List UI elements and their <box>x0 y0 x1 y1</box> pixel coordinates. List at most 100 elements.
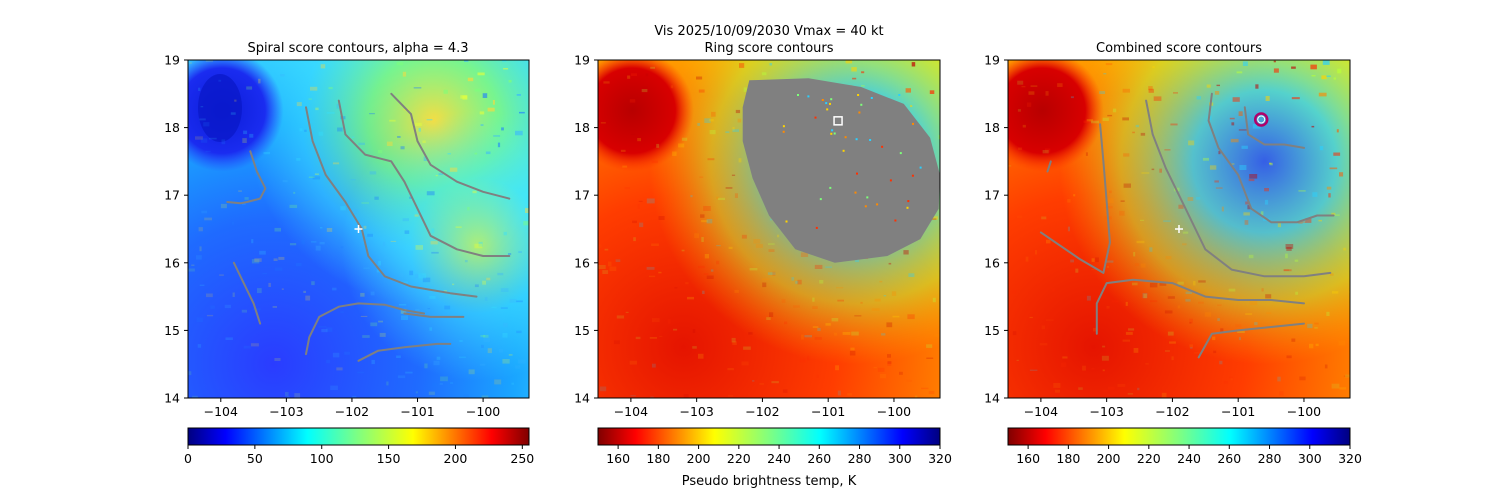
heatmap-texture-cell <box>439 382 443 385</box>
heatmap-texture-cell <box>1305 218 1312 223</box>
heatmap-texture-cell <box>877 367 885 372</box>
heatmap-texture-cell <box>649 337 657 339</box>
heatmap-texture-cell <box>674 287 678 289</box>
colorbar-tick-label: 320 <box>928 451 952 466</box>
heatmap-texture-cell <box>1221 206 1224 212</box>
heatmap-texture-cell <box>500 307 508 309</box>
heatmap-texture-cell <box>1106 266 1109 268</box>
heatmap-texture-cell <box>793 305 800 308</box>
heatmap-texture-cell <box>1202 157 1209 161</box>
heatmap-texture-cell <box>739 63 745 68</box>
heatmap-texture-cell <box>851 67 857 72</box>
circle-marker <box>1253 112 1269 127</box>
heatmap-texture-cell <box>242 138 247 143</box>
heatmap-texture-cell <box>398 303 407 306</box>
heatmap-texture-cell <box>781 299 786 303</box>
heatmap-texture-cell <box>641 86 648 89</box>
heatmap-texture-cell <box>837 299 844 302</box>
heatmap-texture-cell <box>1091 367 1095 370</box>
heatmap-texture-cell <box>1177 281 1184 285</box>
heatmap-texture-cell <box>337 127 343 132</box>
heatmap-texture-cell <box>415 309 420 314</box>
y-tick-label: 19 <box>574 53 590 68</box>
heatmap-texture-cell <box>1286 247 1292 251</box>
heatmap-texture-cell <box>515 130 523 136</box>
heatmap-texture-cell <box>447 153 451 155</box>
heatmap-texture-cell <box>370 291 375 296</box>
heatmap-texture-cell <box>438 173 444 175</box>
heatmap-texture-cell <box>1232 97 1240 102</box>
heatmap-texture-cell <box>431 228 435 234</box>
heatmap-texture-cell <box>396 355 401 358</box>
heatmap-texture-cell <box>639 222 644 228</box>
heatmap-texture-cell <box>1102 369 1105 372</box>
heatmap-texture-cell <box>326 327 333 332</box>
heatmap-texture-cell <box>616 315 625 319</box>
heatmap-texture-cell <box>812 326 819 328</box>
heatmap-texture-cell <box>1033 256 1036 260</box>
heatmap-texture-cell <box>1061 362 1067 367</box>
heatmap-texture-cell <box>1324 364 1328 369</box>
heatmap-texture-cell <box>1322 60 1330 65</box>
heatmap-texture-cell <box>426 119 433 121</box>
masked-speckle <box>911 174 914 177</box>
heatmap-texture-cell <box>326 111 335 114</box>
heatmap-texture-cell <box>318 326 327 328</box>
heatmap-texture-cell <box>287 396 290 398</box>
heatmap-texture-cell <box>1339 172 1344 177</box>
heatmap-texture-cell <box>1044 148 1051 153</box>
heatmap-texture-cell <box>1119 210 1125 216</box>
heatmap-texture-cell <box>1169 341 1176 344</box>
heatmap-texture-cell <box>658 271 662 274</box>
center-plus-marker <box>354 225 363 233</box>
heatmap-texture-cell <box>503 68 509 70</box>
heatmap-texture-cell <box>328 86 333 90</box>
heatmap-texture-cell <box>1177 305 1181 309</box>
heatmap-texture-cell <box>1328 193 1331 198</box>
heatmap-texture-cell <box>401 315 408 320</box>
heatmap-texture-cell <box>357 371 365 374</box>
heatmap-texture-cell <box>241 309 247 313</box>
heatmap-texture-cell <box>467 206 470 211</box>
heatmap-texture-cell <box>1136 240 1145 244</box>
heatmap-texture-cell <box>637 138 641 142</box>
heatmap-texture-cell <box>629 360 637 365</box>
heatmap-texture-cell <box>443 89 448 94</box>
heatmap-texture-cell <box>511 382 514 385</box>
heatmap-texture-cell <box>609 266 617 272</box>
heatmap-texture-cell <box>493 135 501 137</box>
heatmap-texture-cell <box>1143 293 1147 299</box>
heatmap-texture-cell <box>1108 386 1115 390</box>
heatmap-texture-cell <box>934 334 940 337</box>
heatmap-texture-cell <box>1277 376 1281 382</box>
heatmap-texture-cell <box>1189 318 1193 324</box>
heatmap-texture-cell <box>501 127 504 131</box>
y-tick-label: 18 <box>164 120 180 135</box>
heatmap-texture-cell <box>1030 85 1038 87</box>
heatmap-texture-cell <box>480 124 484 126</box>
heatmap-texture-cell <box>1122 88 1130 93</box>
heatmap-texture-cell <box>518 359 526 364</box>
y-tick-label: 19 <box>984 53 1000 68</box>
heatmap-texture-cell <box>673 328 678 331</box>
contour-line <box>1095 278 1305 335</box>
heatmap-texture-cell <box>326 359 331 364</box>
heatmap-texture-cell <box>310 86 318 91</box>
heatmap-texture-cell <box>208 137 217 140</box>
colorbar-tick-label: 300 <box>1298 451 1322 466</box>
heatmap-texture-cell <box>363 225 367 229</box>
heatmap-texture-cell <box>221 139 226 145</box>
heatmap-texture-cell <box>711 111 716 117</box>
heatmap-texture-cell <box>738 158 742 163</box>
colorbar-tick-label: 260 <box>807 451 831 466</box>
heatmap-texture-cell <box>195 136 203 140</box>
heatmap-texture-cell <box>1185 291 1192 294</box>
heatmap-texture-cell <box>932 297 936 303</box>
heatmap-texture-cell <box>1150 300 1158 303</box>
spiral-contours <box>226 92 511 362</box>
heatmap-texture-cell <box>732 341 737 345</box>
heatmap-texture-cell <box>1254 322 1258 326</box>
heatmap-texture-cell <box>198 227 203 232</box>
masked-speckle <box>782 125 785 128</box>
heatmap-texture-cell <box>480 335 486 338</box>
